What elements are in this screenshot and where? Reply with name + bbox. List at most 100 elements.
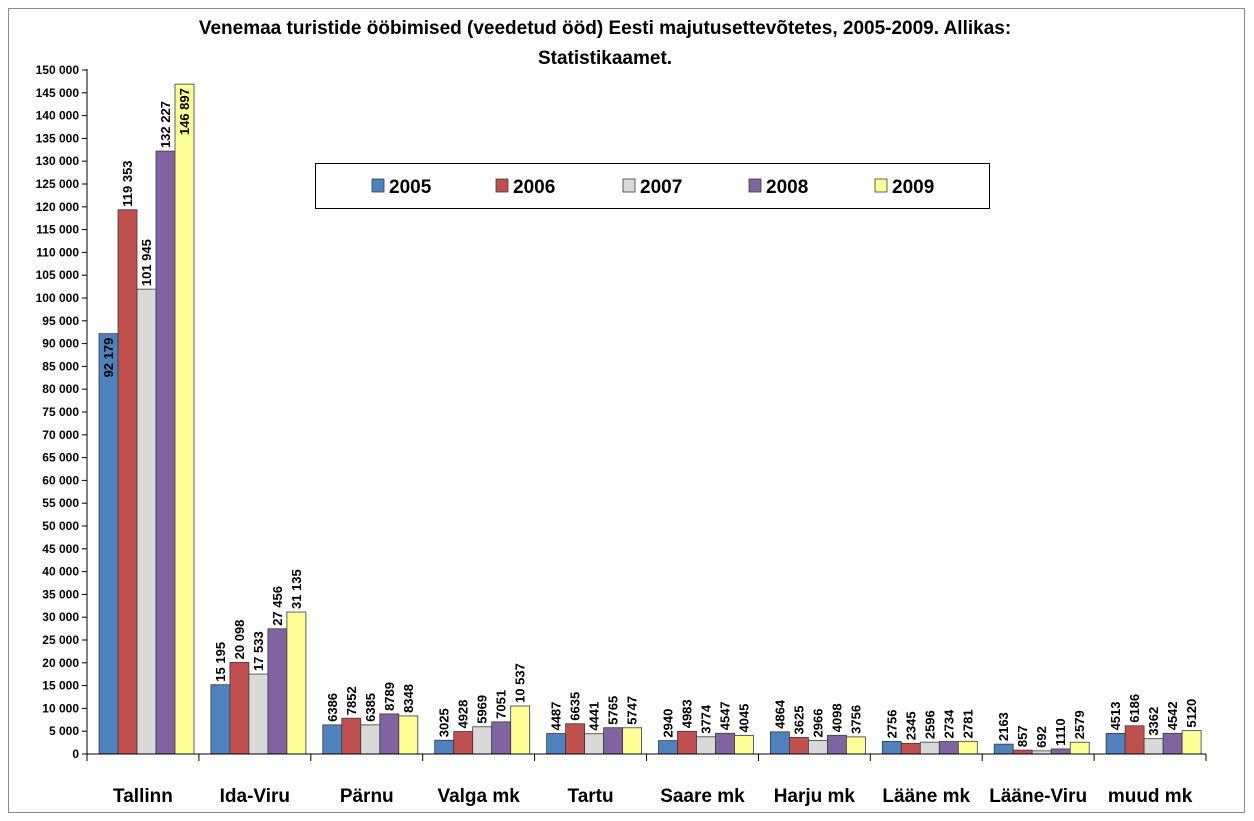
data-label: 6386: [325, 693, 340, 722]
bar-2006-harju-mk: [789, 737, 809, 755]
bar-2008-l-ne-viru: [1050, 748, 1071, 755]
bar-2005-tallinn: [98, 333, 119, 755]
bar-2009-l-ne-viru: [1069, 741, 1090, 755]
data-label: 20 098: [232, 620, 247, 660]
bar-2007-harju-mk: [808, 740, 828, 755]
legend-swatch-2008: [748, 178, 762, 193]
bar-2006-saare-mk: [677, 730, 697, 755]
bar-2005-tartu: [546, 733, 566, 755]
bar-2007-tallinn: [136, 288, 157, 755]
y-tick-label: 65 000: [42, 451, 79, 465]
data-label: 3025: [437, 708, 452, 737]
data-label: 1110: [1053, 718, 1068, 746]
y-tick-label: 115 000: [36, 223, 79, 237]
x-category-label: Valga mk: [437, 786, 520, 807]
data-label: 3774: [699, 704, 714, 734]
data-label: 7051: [494, 690, 509, 719]
data-label: 4928: [456, 700, 471, 729]
data-label: 4487: [549, 702, 564, 731]
bar-2009-harju-mk: [846, 736, 866, 755]
bar-2007-valga-mk: [472, 726, 493, 755]
bar-2006-l-ne-mk: [900, 742, 921, 755]
data-label: 3362: [1146, 707, 1161, 736]
y-tick-label: 35 000: [42, 587, 79, 601]
y-tick-label: 60 000: [42, 473, 79, 487]
data-label: 2940: [661, 709, 676, 738]
bar-2006-valga-mk: [453, 731, 474, 755]
chart-frame: [8, 8, 1245, 813]
y-tick-label: 25 000: [42, 633, 79, 647]
data-label: 2734: [941, 709, 956, 739]
bar-2008-tallinn: [155, 150, 176, 755]
y-tick-label: 105 000: [36, 268, 80, 282]
chart-title: Venemaa turistide ööbimised (veedetud öö…: [199, 18, 1011, 69]
bar-2006-ida-viru: [229, 661, 250, 755]
bar-2007-p-rnu: [360, 724, 381, 755]
y-tick-label: 75 000: [42, 405, 79, 419]
data-label: 2345: [903, 711, 918, 740]
bar-2007-tartu: [584, 733, 604, 755]
x-category-label: muud mk: [1108, 786, 1193, 807]
y-tick-label: 135 000: [36, 131, 80, 145]
data-label: 5969: [475, 695, 490, 724]
y-axis: 0 5 000 10 000 15 000 20 000 25 000 30 000 35 0…: [36, 63, 88, 761]
data-label: 4045: [737, 704, 752, 733]
y-tick-label: 45 000: [42, 542, 79, 556]
bar-2006-l-ne-viru: [1012, 749, 1033, 755]
legend-swatch-2009: [874, 178, 888, 193]
y-tick-label: 55 000: [42, 496, 79, 510]
bar-2005-ida-viru: [210, 684, 231, 755]
data-label: 5765: [606, 696, 621, 725]
y-tick-label: 40 000: [42, 565, 79, 579]
bar-2006-tartu: [565, 723, 585, 755]
data-label: 2596: [922, 710, 937, 739]
bar-2009-valga-mk: [510, 705, 531, 755]
data-label: 4513: [1108, 701, 1123, 730]
x-category-label: Tartu: [568, 786, 614, 807]
bar-2008-l-ne-mk: [938, 741, 959, 755]
data-label: 8789: [382, 682, 397, 711]
bar-2005-p-rnu: [322, 724, 343, 755]
y-tick-label: 85 000: [42, 359, 79, 373]
bar-2007-ida-viru: [248, 673, 269, 755]
data-label: 857: [1015, 725, 1030, 747]
legend-label-2009: 2009: [892, 177, 934, 198]
y-tick-label: 95 000: [42, 314, 79, 328]
data-label: 5747: [625, 696, 640, 725]
legend-label-2007: 2007: [640, 177, 682, 198]
bar-2005-l-ne-mk: [881, 741, 902, 755]
bar-2009-muud-mk: [1181, 730, 1202, 755]
y-tick-label: 20 000: [42, 656, 79, 670]
data-label: 6385: [363, 693, 378, 722]
y-tick-label: 15 000: [42, 679, 79, 693]
legend-swatch-2005: [371, 178, 385, 193]
bar-2007-saare-mk: [696, 736, 716, 755]
x-category-label: Pärnu: [340, 786, 394, 807]
bar-2008-p-rnu: [379, 713, 400, 755]
bar-2008-muud-mk: [1162, 732, 1183, 755]
y-tick-label: 120 000: [36, 200, 80, 214]
y-tick-label: 140 000: [36, 109, 80, 123]
bar-2009-p-rnu: [398, 715, 419, 755]
y-tick-label: 0: [72, 747, 79, 761]
y-tick-label: 10 000: [42, 701, 79, 715]
y-tick-label: 150 000: [36, 63, 80, 77]
data-label: 6635: [568, 692, 583, 721]
data-label: 4983: [680, 699, 695, 728]
bar-2009-tartu: [622, 727, 642, 755]
y-tick-label: 100 000: [36, 291, 80, 305]
data-label: 3756: [848, 705, 863, 734]
data-label: 6186: [1127, 694, 1142, 723]
data-label: 5120: [1184, 699, 1199, 728]
data-label: 2163: [996, 712, 1011, 741]
data-label: 119 353: [120, 160, 135, 206]
data-label: 10 537: [513, 663, 528, 703]
y-tick-label: 110 000: [36, 245, 79, 259]
x-category-label: Lääne-Viru: [989, 786, 1087, 807]
data-label: 146 897: [177, 88, 192, 135]
data-label: 4441: [587, 702, 602, 731]
data-label: 2756: [884, 710, 899, 739]
y-tick-label: 70 000: [42, 428, 79, 442]
